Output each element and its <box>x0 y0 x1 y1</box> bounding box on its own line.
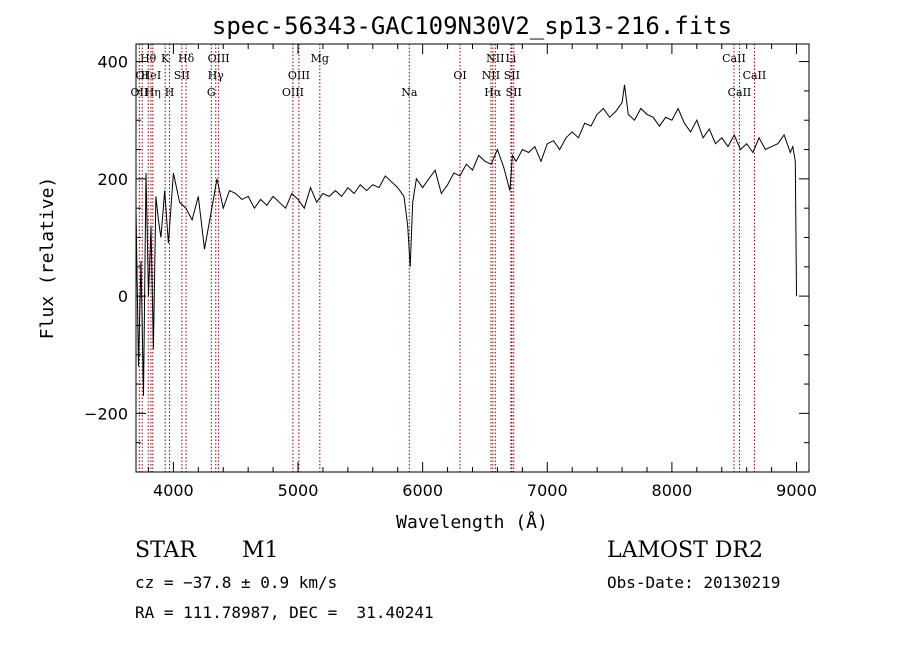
object-subclass: M1 <box>242 538 279 563</box>
x-tick-label: 6000 <box>402 481 443 500</box>
spectral-line-label: K <box>161 52 170 65</box>
spectral-line-label: G <box>207 86 216 99</box>
redshift-cz: cz = −37.8 ± 0.9 km/s <box>135 573 338 592</box>
spectral-line-label: SII <box>506 86 522 99</box>
chart-title: spec-56343-GAC109N30V2_sp13-216.fits <box>212 12 732 40</box>
spectral-line-label: Mg <box>311 52 329 65</box>
spectral-line-label: OIII <box>208 52 230 65</box>
spectral-line-label: NII <box>482 69 500 82</box>
x-tick-label: 9000 <box>776 481 817 500</box>
spectral-line-label: CaII <box>743 69 767 82</box>
spectral-line-label: Li <box>505 52 516 65</box>
x-tick-label: 4000 <box>153 481 194 500</box>
spectral-line-label: HeI <box>141 69 161 82</box>
spectral-line-label: H <box>165 86 175 99</box>
y-axis-label: Flux (relative) <box>37 177 58 340</box>
observation-date: Obs-Date: 20130219 <box>607 573 781 592</box>
x-tick-label: 7000 <box>527 481 568 500</box>
survey-name: LAMOST DR2 <box>607 538 763 563</box>
y-tick-label: 400 <box>97 53 128 72</box>
x-axis-label: Wavelength (Å) <box>396 511 548 533</box>
spectral-line-label: CaII <box>722 52 746 65</box>
y-tick-label: 200 <box>97 170 128 189</box>
y-tick-label: −200 <box>84 404 128 423</box>
spectral-line-label: Hγ <box>208 69 225 82</box>
spectral-line-label: OIII <box>288 69 310 82</box>
spectral-line-label: Hη <box>145 86 161 99</box>
object-class: STAR <box>135 538 196 563</box>
spectral-line-label: SII <box>174 69 190 82</box>
spectral-line-label: CaII <box>728 86 752 99</box>
axis-ticks: 4000 5000 6000 7000 8000 9000 −200 0 200 400 <box>84 44 817 500</box>
spectral-line-label: OIII <box>282 86 304 99</box>
spectral-line-label: SII <box>504 69 520 82</box>
spectral-line-label: NII <box>486 52 504 65</box>
spectral-line-label: Hα <box>484 86 502 99</box>
y-tick-label: 0 <box>118 287 128 306</box>
spectral-line-label: OII <box>131 86 149 99</box>
ra-dec-coordinates: RA = 111.78987, DEC = 31.40241 <box>135 603 434 622</box>
spectral-line-label: Hδ <box>178 52 195 65</box>
spectral-line-label: Na <box>401 86 418 99</box>
plot-frame <box>135 43 810 473</box>
spectral-line-label: OI <box>453 69 466 82</box>
x-tick-label: 5000 <box>278 481 319 500</box>
spectrum-series-line <box>135 84 797 396</box>
x-tick-label: 8000 <box>652 481 693 500</box>
